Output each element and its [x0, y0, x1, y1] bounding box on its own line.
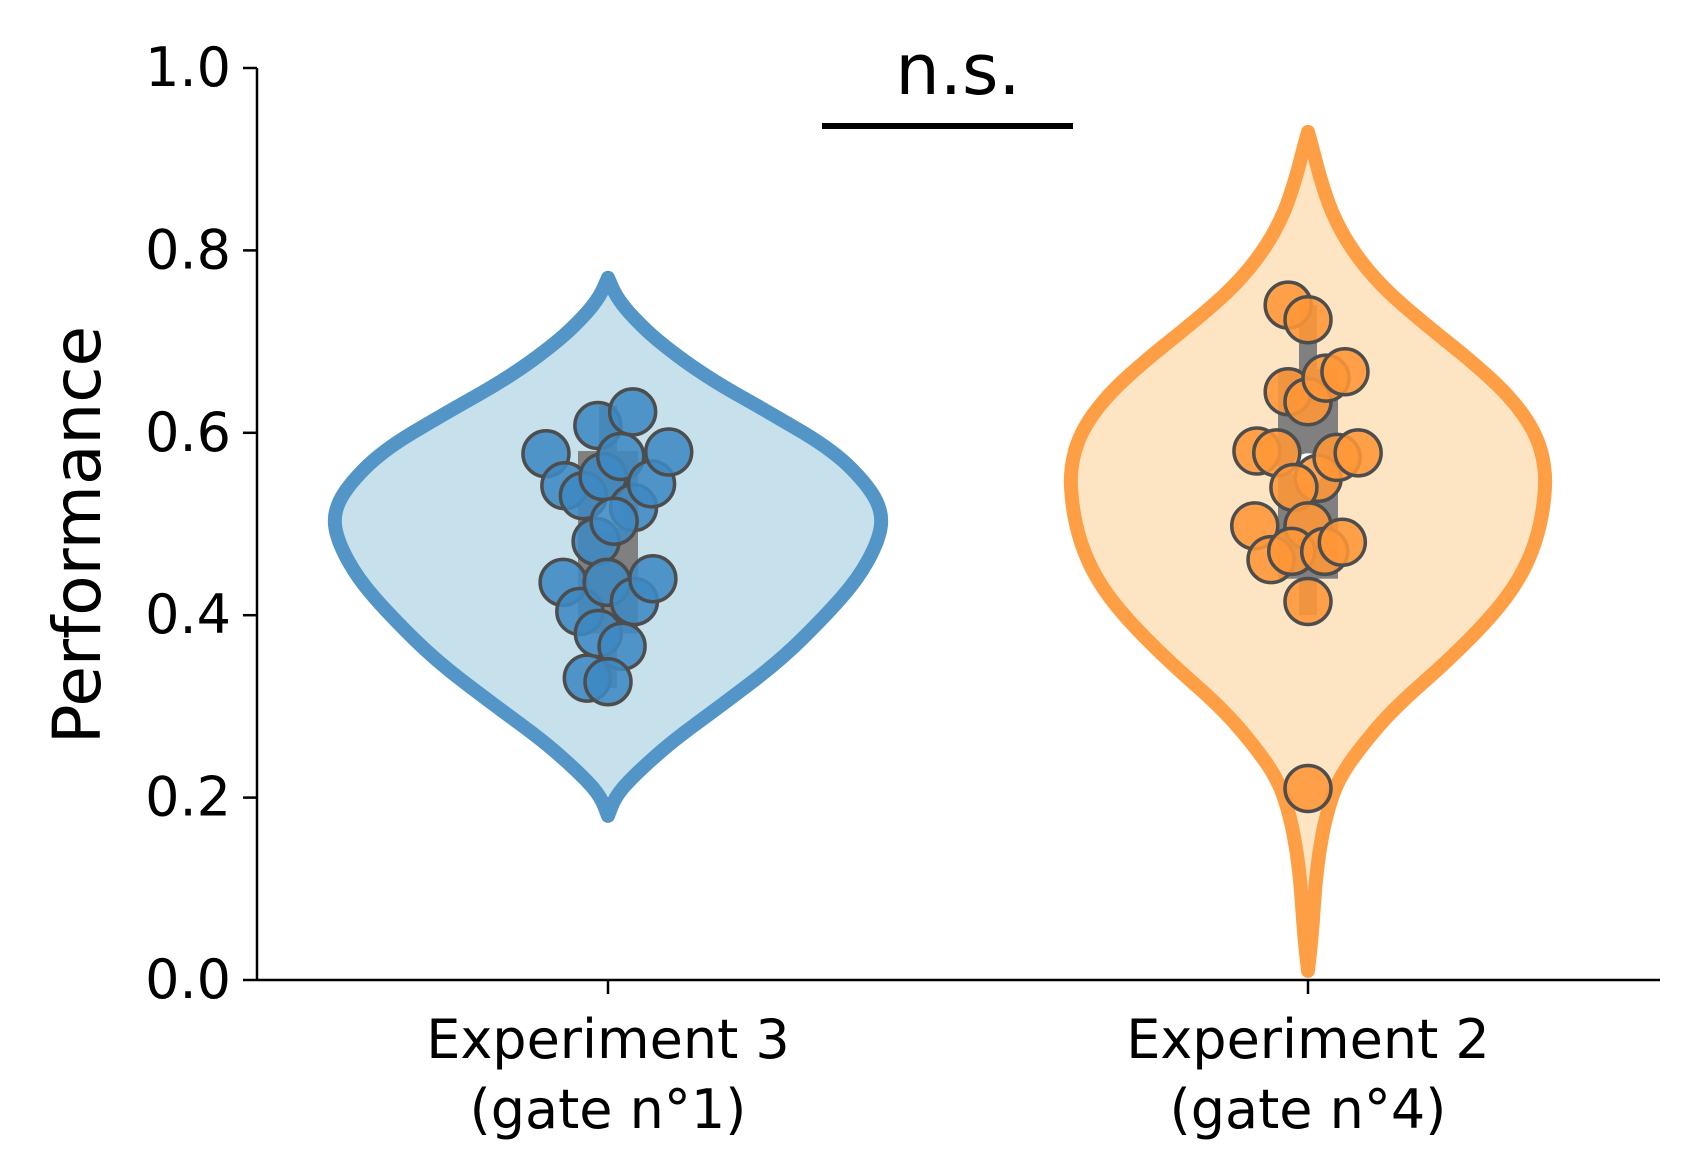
y-tick-label-0.0: 0.0 — [145, 948, 231, 1011]
significance-label: n.s. — [895, 29, 1020, 111]
data-point-g1-10 — [643, 427, 694, 477]
data-point-g2-6 — [1320, 346, 1370, 397]
data-point-g1-17 — [628, 553, 678, 604]
data-point-g2-18 — [1317, 517, 1368, 567]
points-layer — [521, 280, 1383, 814]
data-point-g1-12 — [589, 496, 639, 547]
y-tick-label-1.0: 1.0 — [145, 36, 231, 99]
data-point-g1-7 — [607, 387, 658, 437]
y-tick-label-0.4: 0.4 — [145, 583, 231, 646]
y-tick-label-0.8: 0.8 — [145, 218, 231, 281]
x-tick-label-1-line1: Experiment 3 — [426, 1008, 790, 1071]
axes-layer: 0.0 0.2 0.4 0.6 0.8 1.0 Experiment 3 (gate n°1)… — [39, 36, 1660, 1141]
data-point-g2-11 — [1333, 428, 1383, 478]
y-tick-label-0.6: 0.6 — [145, 401, 231, 464]
x-tick-label-2-line1: Experiment 2 — [1126, 1008, 1490, 1071]
y-tick-label-0.2: 0.2 — [145, 766, 231, 829]
data-point-g2-2 — [1283, 294, 1333, 345]
data-point-g1-21 — [583, 657, 633, 707]
annotation-layer: n.s. — [822, 29, 1073, 129]
data-point-g2-20 — [1283, 763, 1333, 814]
data-point-g2-19 — [1283, 576, 1333, 627]
y-axis-label: Performance — [39, 326, 116, 744]
x-tick-label-1-line2: (gate n°1) — [470, 1078, 747, 1141]
x-tick-label-2-line2: (gate n°4) — [1170, 1078, 1447, 1141]
